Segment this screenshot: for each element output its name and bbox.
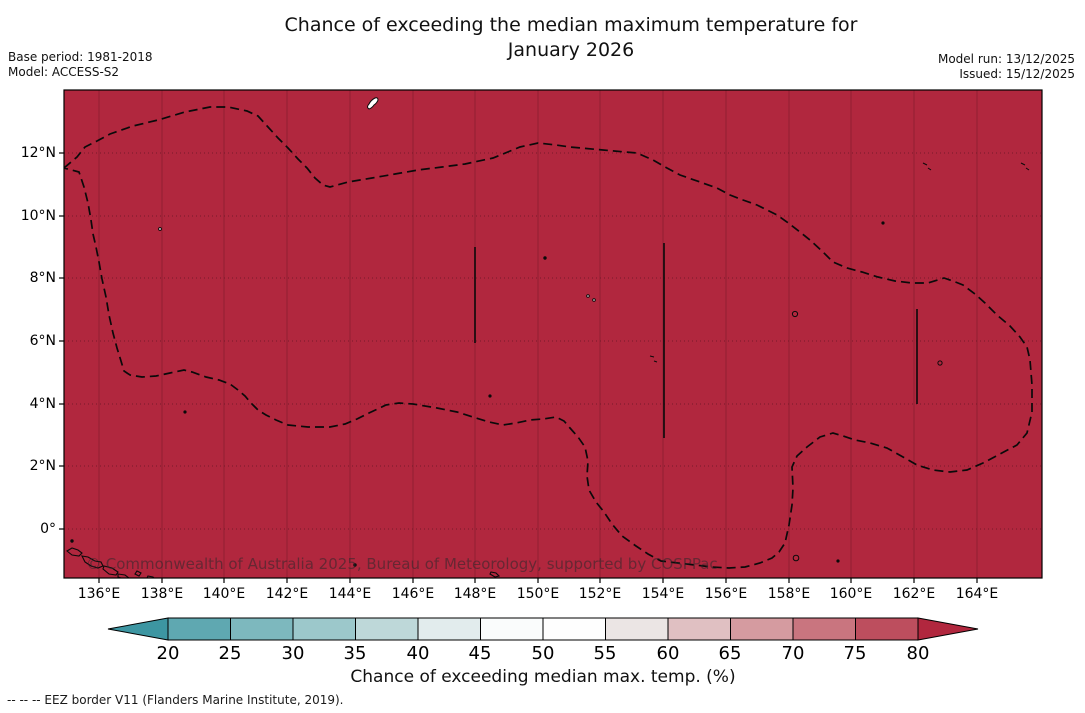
x-tick-label: 140°E (202, 586, 246, 602)
island-specks (70, 97, 1030, 567)
x-tick-label: 156°E (704, 586, 748, 602)
colorbar-tick-label: 70 (781, 643, 805, 664)
colorbar-tick-label: 40 (406, 643, 430, 664)
colorbar-tick-label: 75 (843, 643, 867, 664)
colorbar-segment (605, 617, 669, 641)
y-tick-label: 10°N (20, 208, 56, 224)
x-tick-label: 152°E (578, 586, 622, 602)
eez-border-path (64, 106, 1033, 569)
y-tick-label: 0° (40, 521, 56, 537)
y-tick-label: 4°N (29, 396, 56, 412)
colorbar-right-arrow (917, 617, 979, 641)
map-frame (63, 89, 1043, 579)
model-label: Model: ACCESS-S2 (8, 65, 120, 79)
map-region (64, 90, 1042, 578)
x-tick-label: 148°E (453, 586, 497, 602)
colorbar-segment (667, 617, 731, 641)
latitude-gridlines (64, 152, 1042, 530)
model-run-label: Model run: 13/12/2025 (937, 52, 1075, 66)
colorbar-segment (855, 617, 919, 641)
colorbar-tick-label: 50 (531, 643, 555, 664)
colorbar-tick-label: 55 (593, 643, 617, 664)
colorbar-segment (292, 617, 356, 641)
x-tick-label: 160°E (829, 586, 873, 602)
colorbar-left-arrow (107, 617, 169, 641)
colorbar-title: Chance of exceeding median max. temp. (%… (350, 667, 736, 687)
issued-label: Issued: 15/12/2025 (959, 67, 1075, 81)
x-tick-label: 154°E (641, 586, 685, 602)
colorbar (107, 617, 979, 641)
base-period-label: Base period: 1981-2018 (8, 50, 153, 64)
x-tick-label: 162°E (892, 586, 936, 602)
colorbar-tick-label: 35 (343, 643, 367, 664)
colorbar-segment (542, 617, 606, 641)
x-tick-label: 136°E (77, 586, 121, 602)
colorbar-tick-label: 30 (281, 643, 305, 664)
x-tick-label: 142°E (265, 586, 309, 602)
x-tick-label: 164°E (955, 586, 999, 602)
x-tick-label: 138°E (140, 586, 184, 602)
x-tick-label: 150°E (516, 586, 560, 602)
y-tick-label: 6°N (29, 333, 56, 349)
colorbar-tick-label: 25 (218, 643, 242, 664)
colorbar-segment (417, 617, 481, 641)
colorbar-tick-label: 80 (906, 643, 930, 664)
x-tick-label: 146°E (391, 586, 435, 602)
x-tick-label: 158°E (767, 586, 811, 602)
colorbar-segment (355, 617, 419, 641)
colorbar-tick-label: 45 (468, 643, 492, 664)
y-tick-label: 8°N (29, 270, 56, 286)
colorbar-segment (730, 617, 794, 641)
colorbar-tick-label: 60 (656, 643, 680, 664)
y-tick-label: 2°N (29, 458, 56, 474)
eez-footer-note: -- -- -- EEZ border V11 (Flanders Marine… (7, 693, 344, 707)
colorbar-tick-label: 65 (718, 643, 742, 664)
copyright-watermark: © Commonwealth of Australia 2025, Bureau… (86, 555, 718, 573)
colorbar-segment (480, 617, 544, 641)
colorbar-segment (792, 617, 856, 641)
x-tick-label: 144°E (328, 586, 372, 602)
island-chain-lines (474, 243, 918, 438)
figure-title-line1: Chance of exceeding the median maximum t… (284, 14, 858, 36)
figure-title-line2: January 2026 (507, 39, 635, 61)
colorbar-tick-label: 20 (156, 643, 180, 664)
colorbar-segment (230, 617, 294, 641)
colorbar-segment (167, 617, 231, 641)
axis-ticks (59, 152, 978, 583)
y-tick-label: 12°N (20, 145, 56, 161)
